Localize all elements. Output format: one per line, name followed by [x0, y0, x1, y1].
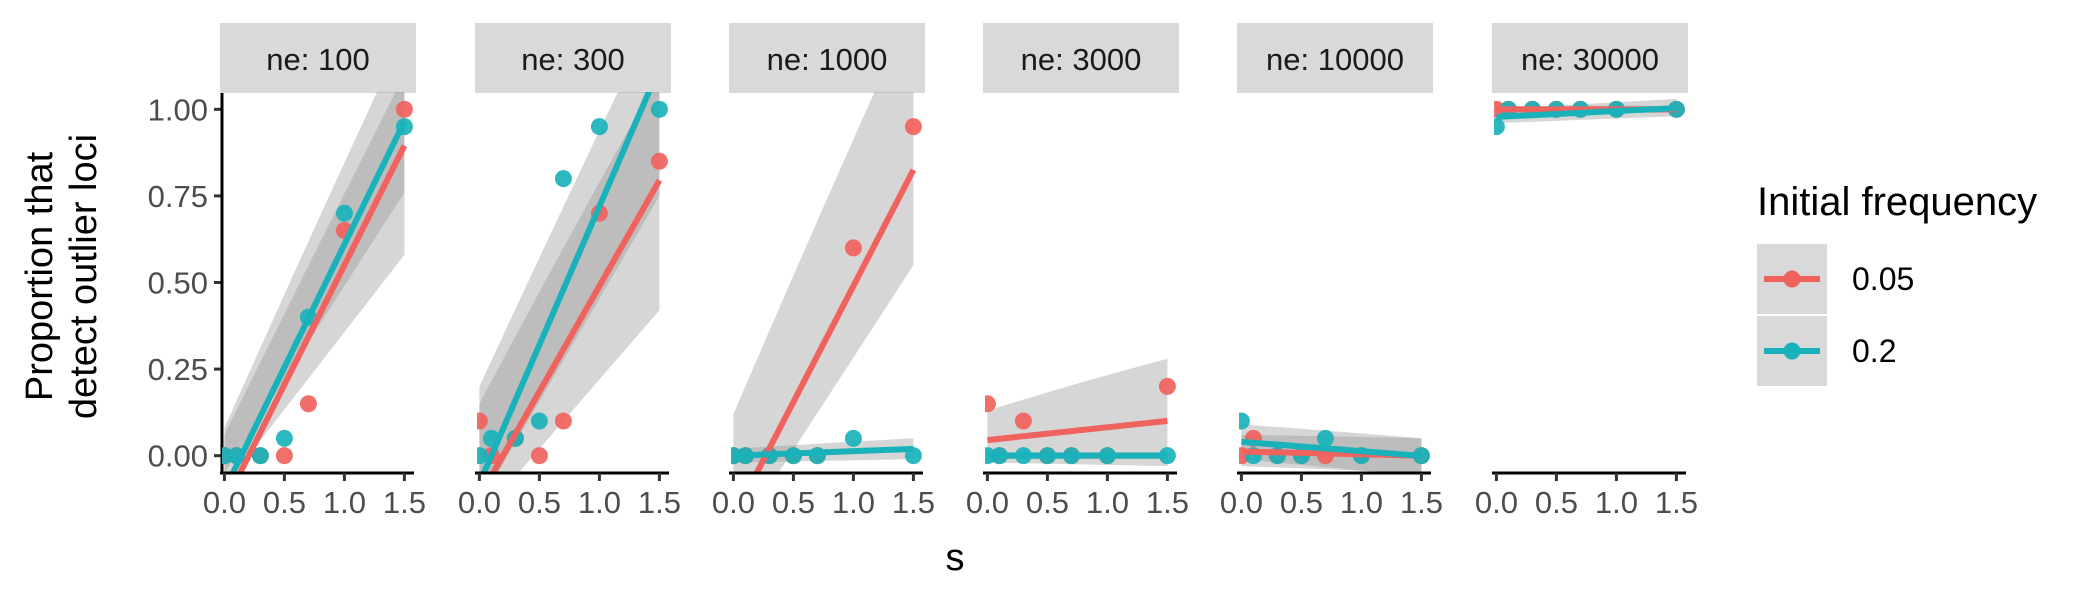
x-tick-label: 0.5	[772, 485, 815, 520]
x-tick-label: 1.5	[1655, 485, 1698, 520]
facet-strip	[475, 23, 671, 93]
data-point	[844, 429, 862, 447]
data-point	[1494, 118, 1505, 136]
fit-line	[229, 120, 408, 473]
data-point	[335, 204, 353, 222]
data-point	[251, 447, 269, 465]
x-tick-label: 1.5	[892, 485, 935, 520]
data-point	[275, 429, 293, 447]
x-tick-label: 1.5	[638, 485, 681, 520]
facet-strip	[983, 23, 1179, 93]
y-tick-label: 0.25	[148, 352, 208, 387]
fit-line	[1496, 105, 1677, 120]
y-tick-label: 1.00	[148, 92, 208, 127]
fit-line	[236, 144, 408, 473]
x-tick-label: 0.5	[263, 485, 306, 520]
x-axis-title: s	[946, 537, 965, 579]
x-tick-label: 0.5	[1280, 485, 1323, 520]
x-tick-label: 1.5	[1146, 485, 1189, 520]
y-axis-title: Proportion that	[19, 151, 61, 401]
data-point	[590, 118, 608, 136]
data-point	[477, 412, 488, 430]
confidence-band	[224, 92, 405, 473]
x-tick-label: 1.0	[323, 485, 366, 520]
data-point	[530, 412, 548, 430]
data-point	[650, 152, 668, 170]
x-tick-label: 1.5	[383, 485, 426, 520]
y-tick-label: 0.75	[148, 179, 208, 214]
y-tick-label: 0.50	[148, 266, 208, 301]
facet-strip-label: ne: 3000	[1021, 42, 1142, 77]
data-point	[554, 412, 572, 430]
facet-strip	[1492, 23, 1688, 93]
legend-point	[1783, 342, 1801, 360]
fit-line	[489, 178, 663, 473]
legend-title: Initial frequency	[1757, 180, 2037, 224]
data-point	[299, 395, 317, 413]
x-tick-label: 0.0	[458, 485, 501, 520]
confidence-band	[224, 92, 405, 473]
x-tick-label: 0.5	[1535, 485, 1578, 520]
facet-strip	[1237, 23, 1433, 93]
x-tick-label: 1.0	[1595, 485, 1638, 520]
facet-strip-label: ne: 100	[266, 42, 369, 77]
x-tick-label: 1.0	[1086, 485, 1129, 520]
facet-strip	[729, 23, 925, 93]
data-point	[275, 447, 293, 465]
data-point	[395, 100, 413, 118]
x-tick-label: 1.0	[1340, 485, 1383, 520]
y-tick-label: 0.00	[148, 439, 208, 474]
fit-line	[480, 92, 653, 473]
x-tick-label: 0.0	[203, 485, 246, 520]
fit-line	[1241, 438, 1422, 459]
legend-point	[1783, 270, 1801, 288]
facet-strip-label: ne: 1000	[767, 42, 888, 77]
facet-strip-label: ne: 300	[521, 42, 624, 77]
x-tick-label: 0.0	[712, 485, 755, 520]
facet-strip	[220, 23, 416, 93]
fit-line	[733, 445, 914, 459]
x-tick-label: 1.5	[1400, 485, 1443, 520]
x-tick-label: 0.0	[1475, 485, 1518, 520]
confidence-band	[987, 358, 1168, 467]
y-axis-title: detect outlier loci	[63, 134, 105, 419]
legend-label: 0.2	[1852, 333, 1896, 369]
x-tick-label: 1.0	[832, 485, 875, 520]
fit-line	[753, 168, 917, 473]
data-point	[650, 100, 668, 118]
data-point	[985, 395, 996, 413]
facet-strip-label: ne: 10000	[1266, 42, 1404, 77]
data-point	[1158, 377, 1176, 395]
data-point	[844, 239, 862, 257]
x-tick-label: 1.0	[578, 485, 621, 520]
data-point	[1239, 412, 1250, 430]
legend-label: 0.05	[1852, 261, 1914, 297]
data-point	[477, 447, 488, 465]
x-tick-label: 0.5	[1026, 485, 1069, 520]
x-tick-label: 0.0	[966, 485, 1009, 520]
data-point	[1316, 429, 1334, 447]
x-tick-label: 0.5	[518, 485, 561, 520]
data-point	[554, 170, 572, 188]
data-point	[904, 118, 922, 136]
x-tick-label: 0.0	[1220, 485, 1263, 520]
confidence-band	[733, 92, 914, 473]
fit-line	[987, 417, 1168, 444]
data-point	[1014, 412, 1032, 430]
data-point	[530, 447, 548, 465]
facet-strip-label: ne: 30000	[1521, 42, 1659, 77]
